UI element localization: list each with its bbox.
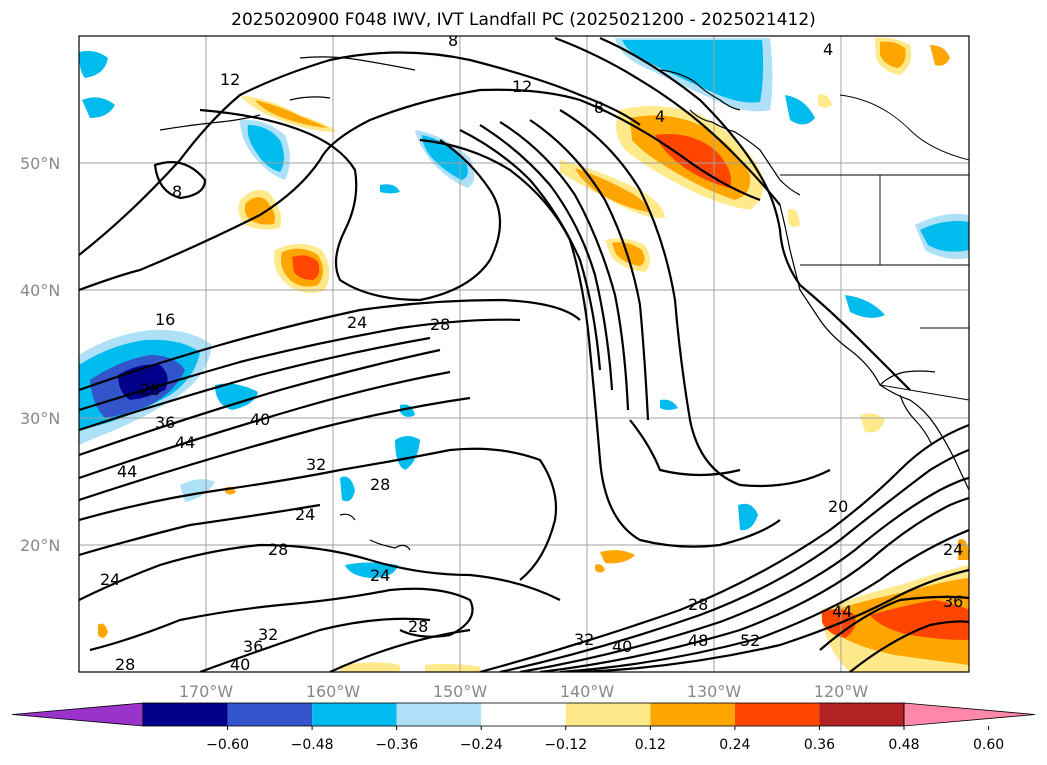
contour-label: 28 xyxy=(370,475,390,494)
lon-label-130w: 130°W xyxy=(687,682,742,701)
contour-label: 52 xyxy=(740,631,760,650)
map-title: 2025020900 F048 IWV, IVT Landfall PC (20… xyxy=(231,10,816,30)
colorbar-tick-label: −0.60 xyxy=(206,737,249,753)
contour-label: 32 xyxy=(258,625,278,644)
colorbar-tick-label: −0.24 xyxy=(460,737,503,753)
colorbar-segment xyxy=(396,703,482,726)
lat-label-50n: 50°N xyxy=(20,154,60,173)
lat-label-30n: 30°N xyxy=(20,409,60,428)
contour-label: 28 xyxy=(688,595,708,614)
contour-label: 36 xyxy=(155,413,175,432)
lat-label-20n: 20°N xyxy=(20,536,60,555)
lon-label-120w: 120°W xyxy=(814,682,869,701)
lat-label-40n: 40°N xyxy=(20,281,60,300)
contour-label: 32 xyxy=(574,630,594,649)
graticule xyxy=(79,36,969,672)
colorbar-outline xyxy=(142,702,905,727)
contour-label: 8 xyxy=(594,98,604,117)
colorbar-tick-label: −0.48 xyxy=(291,737,334,753)
colorbar-tick-label: 0.60 xyxy=(973,737,1004,753)
lon-label-170w: 170°W xyxy=(179,682,234,701)
contour-label: 28 xyxy=(115,655,135,674)
shaded-regions xyxy=(79,37,969,672)
colorbar-segment xyxy=(143,703,228,726)
lon-label-140w: 140°W xyxy=(560,682,615,701)
contour-label: 24 xyxy=(100,570,120,589)
contour-label: 28 xyxy=(430,315,450,334)
contour-label: 44 xyxy=(175,433,195,452)
contour-label: 8 xyxy=(172,182,182,201)
colorbar-arrow-right xyxy=(903,702,1036,727)
colorbar-segment xyxy=(312,703,397,726)
contour-label: 28 xyxy=(140,380,160,399)
contour-label: 44 xyxy=(832,602,852,621)
contour-label: 28 xyxy=(408,617,428,636)
contour-label: 4 xyxy=(655,107,665,126)
contour-labels: 12 12 8 8 4 4 8 16 24 28 36 44 44 40 32 … xyxy=(100,31,963,674)
colorbar-segment xyxy=(819,703,904,726)
coastlines xyxy=(159,56,969,551)
contour-label: 24 xyxy=(347,313,367,332)
colorbar-segment xyxy=(650,703,735,726)
contour-label: 44 xyxy=(117,462,137,481)
contour-label: 8 xyxy=(448,31,458,50)
contour-label: 20 xyxy=(828,497,848,516)
colorbar-tick-label: −0.12 xyxy=(544,737,587,753)
latitude-labels: 50°N 40°N 30°N 20°N xyxy=(20,154,60,555)
contour-label: 40 xyxy=(250,410,270,429)
colorbar-tick-label: −0.36 xyxy=(375,737,418,753)
colorbar-tick-label: 0.12 xyxy=(635,737,666,753)
contour-label: 40 xyxy=(230,655,250,674)
contour-label: 36 xyxy=(243,637,263,656)
contour-label: 36 xyxy=(943,592,963,611)
lon-label-150w: 150°W xyxy=(433,682,488,701)
colorbar-tick-label: 0.24 xyxy=(719,737,750,753)
contour-label: 28 xyxy=(268,540,288,559)
contour-label: 12 xyxy=(220,70,240,89)
contour-label: 24 xyxy=(370,566,390,585)
colorbar-tick-label: 0.48 xyxy=(888,737,919,753)
contour-label: 16 xyxy=(155,310,175,329)
contour-label: 24 xyxy=(295,505,315,524)
map-content: 12 12 8 8 4 4 8 16 24 28 36 44 44 40 32 … xyxy=(79,31,969,674)
contour-label: 12 xyxy=(512,77,532,96)
contour-label: 40 xyxy=(612,637,632,656)
contour-label: 48 xyxy=(688,631,708,650)
contour-label: 24 xyxy=(943,540,963,559)
contour-label: 32 xyxy=(306,455,326,474)
map-frame xyxy=(78,35,970,673)
colorbar-arrow-left xyxy=(11,702,144,727)
colorbar: −0.60 −0.48 −0.36 −0.24 −0.12 0.12 0.24 0.36 0.4… xyxy=(11,702,1036,753)
map-panel xyxy=(79,36,969,672)
iwv-contours xyxy=(79,36,969,672)
colorbar-segment xyxy=(565,703,651,726)
colorbar-segment xyxy=(734,703,820,726)
colorbar-segment xyxy=(227,703,313,726)
colorbar-segment xyxy=(481,703,566,726)
lon-label-160w: 160°W xyxy=(306,682,361,701)
longitude-labels: 170°W 160°W 150°W 140°W 130°W 120°W xyxy=(179,682,869,701)
contour-label: 4 xyxy=(823,40,833,59)
colorbar-tick-label: 0.36 xyxy=(804,737,835,753)
